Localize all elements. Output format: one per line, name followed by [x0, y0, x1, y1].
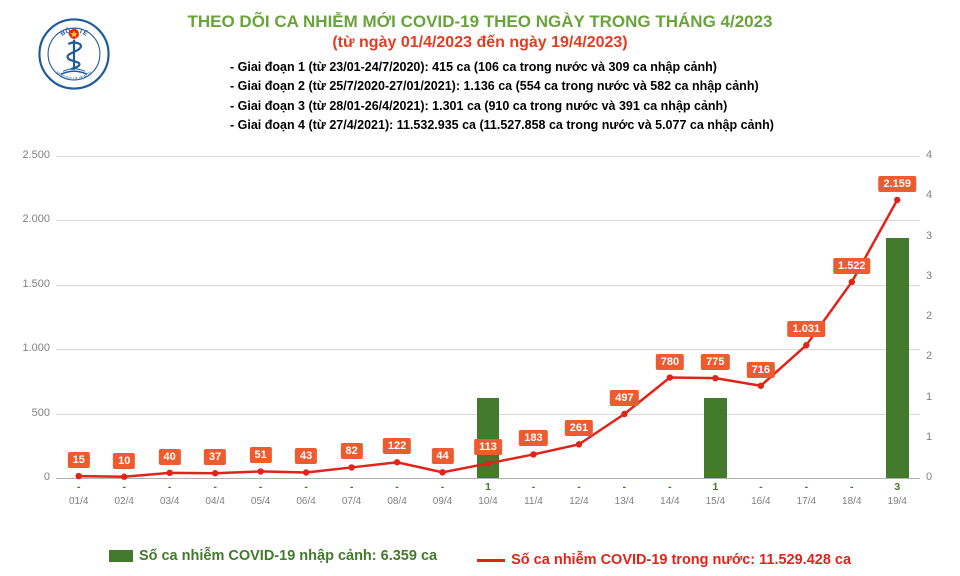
covid-chart: 05001.0001.5002.0002.500011223344-01/4-0… [0, 148, 960, 536]
moh-logo: BỘ Y TẾ MINISTRY OF HEALTH [38, 18, 110, 90]
line-value-label: 1.031 [788, 321, 826, 337]
line-value-label: 122 [383, 438, 411, 454]
phase-line: - Giai đoạn 4 (từ 27/4/2021): 11.532.935… [230, 116, 960, 135]
legend-bar-text: Số ca nhiễm COVID-19 nhập cảnh: 6.359 ca [139, 548, 437, 564]
line-value-label: 183 [519, 430, 547, 446]
line-value-label: 51 [250, 447, 272, 463]
line-value-label: 113 [474, 439, 502, 455]
chart-subtitle: (từ ngày 01/4/2023 đến ngày 19/4/2023) [0, 34, 960, 52]
line-value-label: 40 [159, 449, 181, 465]
line-swatch [477, 559, 505, 562]
line-value-label: 37 [204, 449, 226, 465]
line-value-label: 2.159 [878, 176, 916, 192]
phase-line: - Giai đoạn 2 (từ 25/7/2020-27/01/2021):… [230, 77, 960, 96]
phase-list: - Giai đoạn 1 (từ 23/01-24/7/2020): 415 … [0, 58, 960, 136]
chart-title: THEO DÕI CA NHIỄM MỚI COVID-19 THEO NGÀY… [0, 12, 960, 32]
line-value-label: 775 [701, 354, 729, 370]
line-value-label: 82 [340, 443, 362, 459]
line-value-label: 10 [113, 453, 135, 469]
line-value-label: 43 [295, 448, 317, 464]
legend: Số ca nhiễm COVID-19 nhập cảnh: 6.359 ca… [0, 548, 960, 569]
line-value-label: 497 [610, 390, 638, 406]
phase-line: - Giai đoạn 1 (từ 23/01-24/7/2020): 415 … [230, 58, 960, 77]
phase-line: - Giai đoạn 3 (từ 28/01-26/4/2021): 1.30… [230, 97, 960, 116]
line-value-label: 261 [565, 420, 593, 436]
line-value-label: 44 [431, 448, 453, 464]
line-series [0, 148, 960, 536]
legend-line: Số ca nhiễm COVID-19 trong nước: 11.529.… [477, 552, 851, 568]
line-value-label: 1.522 [833, 258, 871, 274]
line-value-label: 15 [68, 452, 90, 468]
line-value-label: 780 [656, 354, 684, 370]
legend-bar: Số ca nhiễm COVID-19 nhập cảnh: 6.359 ca [109, 548, 437, 564]
line-value-label: 716 [747, 362, 775, 378]
legend-line-text: Số ca nhiễm COVID-19 trong nước: 11.529.… [511, 552, 851, 568]
bar-swatch [109, 550, 133, 562]
header: THEO DÕI CA NHIỄM MỚI COVID-19 THEO NGÀY… [0, 0, 960, 52]
